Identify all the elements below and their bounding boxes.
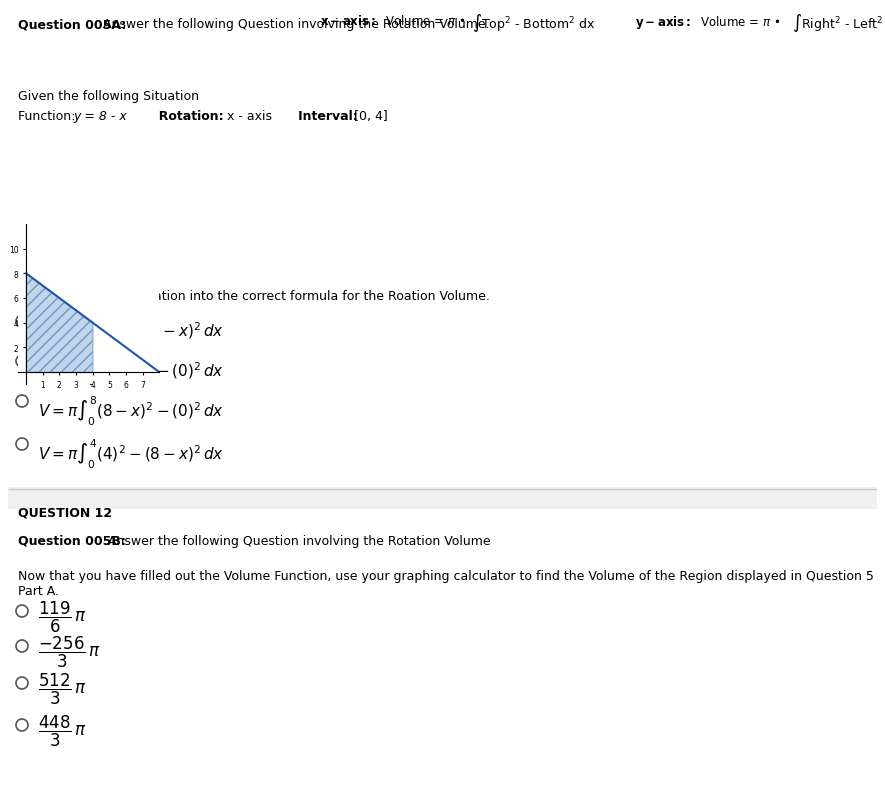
Text: Answer the following Question involving the Rotation Volume.: Answer the following Question involving … [103,18,489,31]
Text: $V = \pi \int_0^4 (8 - x)^2 - (0)^2 \, dx$: $V = \pi \int_0^4 (8 - x)^2 - (0)^2 \, d… [38,354,224,388]
Text: y = 8 - x: y = 8 - x [73,110,127,123]
Text: Rotation:: Rotation: [150,110,228,123]
Text: Question 005B:: Question 005B: [18,534,126,547]
Text: $\mathbf{x - axis:}$  Volume = $\pi$ •: $\mathbf{x - axis:}$ Volume = $\pi$ • [320,14,466,28]
Text: $V= \pi \int_0^8 (8 - x)^2 - (0)^2 \, dx$: $V= \pi \int_0^8 (8 - x)^2 - (0)^2 \, dx… [38,395,224,427]
Text: Interval:: Interval: [285,110,358,123]
Text: $V = \pi \int_0^4 (0)^2 - (8 - x)^2 \, dx$: $V = \pi \int_0^4 (0)^2 - (8 - x)^2 \, d… [38,314,224,348]
Text: $\mathbf{y - axis:}$  Volume = $\pi$ •: $\mathbf{y - axis:}$ Volume = $\pi$ • [635,14,781,31]
Text: Question 005A:: Question 005A: [18,18,127,31]
Text: Fill in all of the information into the correct formula for the Roation Volume.: Fill in all of the information into the … [18,290,490,302]
Text: Now that you have filled out the Volume Function, use your graphing calculator t: Now that you have filled out the Volume … [18,569,873,597]
Text: $\dfrac{448}{3}\,\pi$: $\dfrac{448}{3}\,\pi$ [38,713,87,748]
Text: QUESTION 12: QUESTION 12 [18,505,112,518]
Text: $\dfrac{119}{6}\,\pi$: $\dfrac{119}{6}\,\pi$ [38,599,87,634]
Text: $\int$Right$^2$ - Left$^2$ dy: $\int$Right$^2$ - Left$^2$ dy [792,12,885,34]
Text: $\dfrac{512}{3}\,\pi$: $\dfrac{512}{3}\,\pi$ [38,671,87,707]
Text: [0, 4]: [0, 4] [350,110,388,123]
Text: x - axis: x - axis [223,110,272,123]
Text: $\int$Top$^2$ - Bottom$^2$ dx: $\int$Top$^2$ - Bottom$^2$ dx [472,12,596,34]
Text: $V= \pi \int_0^4 (4)^2 - (8 - x)^2 \, dx$: $V= \pi \int_0^4 (4)^2 - (8 - x)^2 \, dx… [38,437,224,471]
Text: Given the following Situation: Given the following Situation [18,90,199,103]
Text: Function:: Function: [18,110,80,123]
FancyBboxPatch shape [8,488,877,509]
Text: Answer the following Question involving the Rotation Volume: Answer the following Question involving … [108,534,490,547]
Text: $\dfrac{-256}{3}\,\pi$: $\dfrac{-256}{3}\,\pi$ [38,634,101,670]
